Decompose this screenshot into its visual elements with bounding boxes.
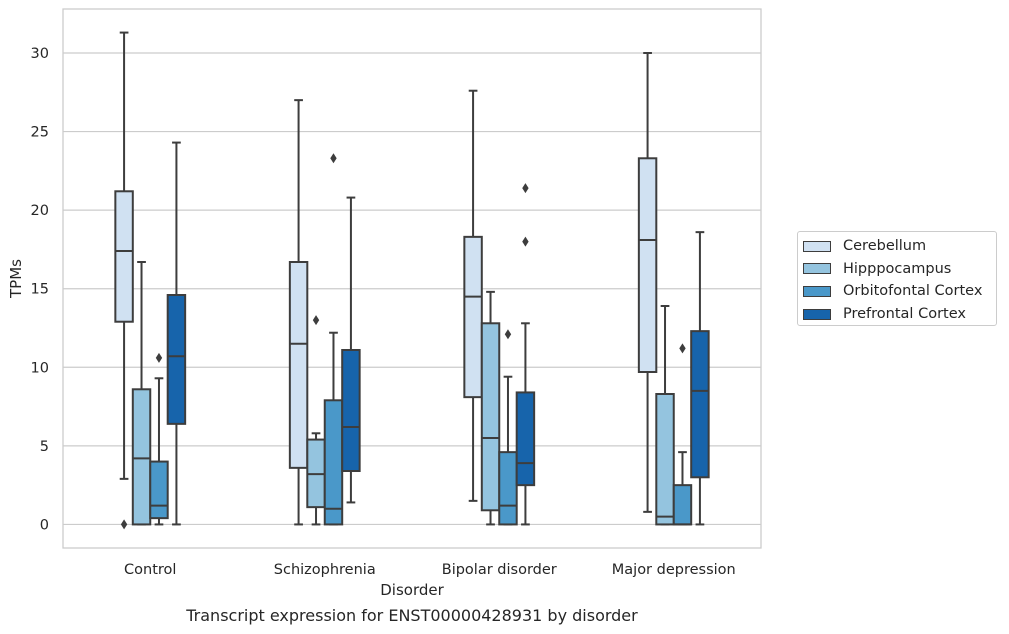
iqr-box (114, 190, 134, 323)
box-orbitofontal-cortex (672, 343, 693, 526)
outlier-marker (504, 329, 512, 340)
iqr-box (131, 388, 152, 526)
iqr-box (498, 451, 518, 526)
box-cerebellum (463, 89, 483, 502)
iqr-box (690, 330, 710, 479)
legend-swatch (803, 308, 831, 320)
x-tick-label: Schizophrenia (274, 562, 376, 578)
y-tick-label: 20 (31, 203, 49, 219)
y-tick-labels: 0 5 10 15 20 25 30 (31, 46, 49, 533)
y-tick-label: 25 (31, 125, 49, 141)
y-tick-label: 10 (31, 360, 49, 376)
y-tick-label: 0 (40, 517, 49, 533)
box-cerebellum (114, 31, 134, 530)
box-group (114, 31, 187, 530)
y-tick-label: 15 (31, 282, 49, 298)
plot-frame (62, 8, 762, 549)
legend: Cerebellum Hipppocampus Orbitofontal Corte… (797, 231, 997, 326)
legend-item: Orbitofontal Cortex (803, 280, 996, 303)
y-axis-label: TPMs (7, 259, 25, 299)
legend-label: Orbitofontal Cortex (843, 283, 983, 300)
iqr-box (166, 294, 187, 425)
box-prefrontal-cortex (690, 231, 710, 526)
box-groups (114, 31, 710, 530)
outlier-marker (522, 183, 529, 194)
iqr-box (341, 349, 361, 472)
box-hipppocampus (131, 261, 152, 526)
legend-item: Hipppocampus (803, 258, 996, 281)
iqr-box (149, 460, 169, 520)
y-tick-label: 5 (40, 439, 49, 455)
outlier-marker (312, 315, 320, 326)
iqr-box (480, 322, 501, 512)
x-tick-label: Major depression (612, 562, 736, 578)
x-tick-labels: Control Schizophrenia Bipolar disorder Majo… (124, 562, 736, 578)
legend-item: Cerebellum (803, 235, 996, 258)
x-tick-label: Bipolar disorder (442, 562, 557, 578)
legend-label: Cerebellum (843, 238, 927, 255)
iqr-box (323, 399, 344, 526)
box-prefrontal-cortex (515, 183, 536, 526)
y-tick-label: 30 (31, 46, 49, 62)
iqr-box (288, 261, 309, 469)
legend-swatch (803, 285, 831, 297)
figure-caption: Transcript expression for ENST0000042893… (186, 606, 638, 625)
box-group (463, 89, 536, 526)
legend-swatch (803, 240, 831, 252)
outlier-marker (522, 236, 529, 247)
box-orbitofontal-cortex (149, 352, 169, 526)
box-group (288, 99, 361, 526)
box-prefrontal-cortex (341, 196, 361, 504)
box-group (637, 52, 710, 526)
box-hipppocampus (480, 290, 501, 526)
legend-label: Prefrontal Cortex (843, 306, 966, 323)
iqr-box (637, 157, 658, 373)
outlier-marker (679, 343, 686, 354)
outlier-marker (155, 352, 163, 363)
iqr-box (655, 393, 675, 526)
iqr-box (515, 391, 536, 487)
box-hipppocampus (655, 305, 675, 526)
box-cerebellum (288, 99, 309, 526)
iqr-box (672, 484, 693, 526)
iqr-box (463, 235, 483, 399)
x-axis-label: Disorder (380, 581, 444, 599)
outlier-marker (330, 153, 337, 164)
legend-label: Hipppocampus (843, 260, 952, 277)
box-hipppocampus (306, 315, 326, 526)
legend-swatch (803, 263, 831, 275)
x-tick-label: Control (124, 562, 176, 578)
box-orbitofontal-cortex (498, 329, 518, 526)
box-prefrontal-cortex (166, 141, 187, 526)
box-orbitofontal-cortex (323, 153, 344, 526)
legend-item: Prefrontal Cortex (803, 303, 996, 326)
outlier-marker (120, 519, 128, 530)
box-cerebellum (637, 52, 658, 513)
